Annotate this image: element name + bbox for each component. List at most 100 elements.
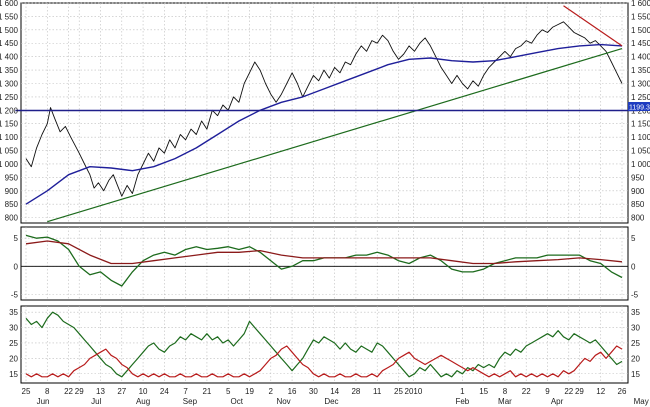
x-tick-label: 9 bbox=[545, 387, 550, 396]
x-tick-label: 27 bbox=[117, 387, 126, 396]
price-y-tick-right: 800 bbox=[631, 214, 645, 223]
x-tick-label: 8 bbox=[503, 387, 508, 396]
price-series bbox=[15, 5, 638, 223]
dmi-y-tick-left: 30 bbox=[9, 324, 18, 333]
dmi-y-tick-left: 20 bbox=[9, 354, 18, 363]
x-tick-label: 22 bbox=[64, 387, 73, 396]
x-month-label: Jul bbox=[91, 397, 101, 406]
oscillator-y-tick-right: -5 bbox=[631, 290, 639, 299]
price-y-tick-right: 1 600 bbox=[631, 0, 650, 8]
x-month-label: Aug bbox=[136, 397, 150, 406]
price-series-moving-average bbox=[25, 43, 623, 205]
price-y-tick-left: 850 bbox=[5, 200, 19, 209]
oscillator-y-tick-left: 0 bbox=[14, 262, 19, 271]
x-month-label: Feb bbox=[455, 397, 469, 406]
dmi-y-tick-left: 35 bbox=[9, 308, 18, 317]
price-y-tick-left: 1 350 bbox=[0, 66, 19, 75]
oscillator-series-signal bbox=[25, 240, 623, 265]
price-y-tick-left: 1 300 bbox=[0, 79, 19, 88]
y-axis-labels: 800 800 850 850 900 900 950 950 1 000 1 000 1 050 1… bbox=[0, 0, 650, 379]
dmi-grid bbox=[21, 306, 628, 383]
x-tick-label: 22 bbox=[522, 387, 531, 396]
x-tick-label: 12 bbox=[596, 387, 605, 396]
x-tick-label: 14 bbox=[330, 387, 339, 396]
price-y-tick-right: 1 550 bbox=[631, 12, 650, 21]
price-y-tick-right: 1 050 bbox=[631, 147, 650, 156]
x-tick-label: 29 bbox=[575, 387, 584, 396]
price-y-tick-right: 1 500 bbox=[631, 26, 650, 35]
price-y-tick-left: 1 200 bbox=[0, 106, 19, 115]
x-month-label: Apr bbox=[551, 397, 564, 406]
price-y-tick-left: 1 050 bbox=[0, 147, 19, 156]
price-y-tick-right: 1 150 bbox=[631, 120, 650, 129]
x-month-label: Oct bbox=[231, 397, 244, 406]
x-tick-label: 21 bbox=[202, 387, 211, 396]
x-tick-label: 25 bbox=[394, 387, 403, 396]
level-badge-label: 1199.3 bbox=[629, 105, 650, 112]
dmi-y-tick-right: 25 bbox=[631, 339, 640, 348]
price-y-tick-left: 1 450 bbox=[0, 39, 19, 48]
price-y-tick-right: 950 bbox=[631, 173, 645, 182]
x-tick-label: 5 bbox=[226, 387, 231, 396]
price-panel bbox=[20, 2, 629, 224]
x-tick-label: 1 bbox=[460, 387, 465, 396]
x-tick-label: 2010 bbox=[405, 387, 423, 396]
price-y-tick-right: 1 100 bbox=[631, 133, 650, 142]
x-axis-labels: 25 8 22 29 13 27 10 24 7 21 5 19 2 16 30 14 28 11 25 2010 1 1… bbox=[22, 387, 649, 406]
dmi-series-plus bbox=[25, 311, 623, 378]
x-tick-label: 2 bbox=[269, 387, 274, 396]
x-month-label: Nov bbox=[276, 397, 290, 406]
x-tick-label: 29 bbox=[75, 387, 84, 396]
price-y-tick-right: 900 bbox=[631, 187, 645, 196]
oscillator-y-tick-right: 0 bbox=[631, 262, 636, 271]
price-y-tick-left: 800 bbox=[5, 214, 19, 223]
oscillator-y-tick-left: 5 bbox=[14, 234, 19, 243]
dmi-panel bbox=[20, 305, 629, 384]
price-y-tick-left: 1 500 bbox=[0, 26, 19, 35]
dmi-y-tick-right: 30 bbox=[631, 324, 640, 333]
price-y-tick-left: 950 bbox=[5, 173, 19, 182]
dmi-y-tick-left: 15 bbox=[9, 370, 18, 379]
price-y-tick-right: 1 300 bbox=[631, 79, 650, 88]
x-tick-label: 11 bbox=[373, 387, 382, 396]
dmi-series-minus bbox=[25, 345, 623, 378]
dmi-series bbox=[25, 311, 623, 378]
oscillator-y-tick-left: -5 bbox=[11, 290, 19, 299]
price-y-tick-left: 1 250 bbox=[0, 93, 19, 102]
x-tick-label: 28 bbox=[351, 387, 360, 396]
price-y-tick-left: 1 100 bbox=[0, 133, 19, 142]
x-month-label: Sep bbox=[183, 397, 198, 406]
x-tick-label: 16 bbox=[288, 387, 297, 396]
x-tick-label: 10 bbox=[139, 387, 148, 396]
oscillator-y-tick-right: 5 bbox=[631, 234, 636, 243]
dmi-y-tick-right: 35 bbox=[631, 308, 640, 317]
price-y-tick-left: 1 400 bbox=[0, 53, 19, 62]
price-y-tick-right: 1 450 bbox=[631, 39, 650, 48]
level-badge: 1199.3 bbox=[628, 102, 650, 112]
x-month-label: Mar bbox=[498, 397, 512, 406]
oscillator-series bbox=[21, 234, 628, 287]
x-tick-label: 8 bbox=[45, 387, 50, 396]
x-tick-label: 13 bbox=[96, 387, 105, 396]
price-y-tick-right: 1 400 bbox=[631, 53, 650, 62]
dmi-y-tick-right: 15 bbox=[631, 370, 640, 379]
x-tick-label: 19 bbox=[245, 387, 254, 396]
x-tick-label: 26 bbox=[618, 387, 627, 396]
dmi-y-tick-left: 25 bbox=[9, 339, 18, 348]
price-y-tick-right: 1 250 bbox=[631, 93, 650, 102]
price-series-price bbox=[25, 21, 623, 197]
price-y-tick-right: 1 350 bbox=[631, 66, 650, 75]
x-tick-label: 22 bbox=[564, 387, 573, 396]
level-badge-box bbox=[628, 102, 650, 111]
dmi-y-tick-right: 20 bbox=[631, 354, 640, 363]
price-grid bbox=[21, 2, 628, 223]
price-series-support-trendline bbox=[47, 48, 623, 223]
x-tick-label: 7 bbox=[183, 387, 188, 396]
x-month-label: Dec bbox=[324, 397, 338, 406]
x-month-label: Jun bbox=[37, 397, 50, 406]
x-month-label: May bbox=[634, 397, 649, 406]
x-tick-label: 15 bbox=[479, 387, 488, 396]
price-y-tick-left: 1 600 bbox=[0, 0, 19, 8]
price-y-tick-right: 850 bbox=[631, 200, 645, 209]
price-y-tick-left: 1 000 bbox=[0, 160, 19, 169]
